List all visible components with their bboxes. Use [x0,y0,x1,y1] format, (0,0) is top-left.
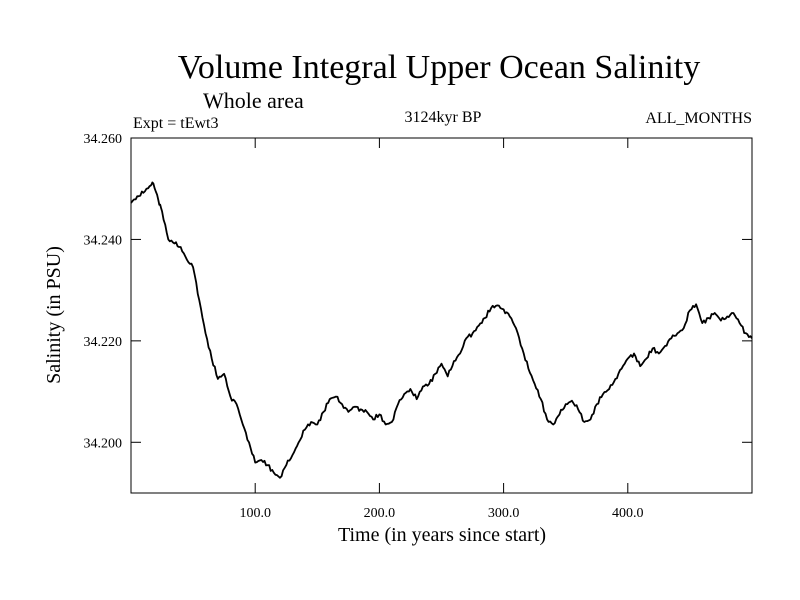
x-tick-label-1: 200.0 [364,506,396,521]
chart-subtitle: Whole area [203,88,304,113]
y-tick-label-3: 34.260 [84,132,123,147]
y-tick-label-2: 34.240 [84,233,123,248]
x-tick-label-2: 300.0 [488,506,520,521]
y-tick-label-1: 34.220 [84,335,123,350]
x-tick-label-0: 100.0 [239,506,271,521]
salinity-series-line [130,181,753,479]
chart-title: Volume Integral Upper Ocean Salinity [178,49,700,86]
experiment-label: Expt = tEwt3 [133,115,218,132]
plot-frame [130,137,753,494]
x-axis-ticks: 100.0 200.0 300.0 400.0 [239,138,644,521]
period-label: 3124kyr BP [405,109,482,126]
x-tick-label-3: 400.0 [612,506,644,521]
y-axis-ticks: 34.200 34.220 34.240 34.260 [84,132,752,451]
x-axis-label: Time (in years since start) [338,524,546,546]
y-tick-label-0: 34.200 [84,436,123,451]
y-axis-label: Salinity (in PSU) [43,246,65,384]
months-label: ALL_MONTHS [645,110,752,127]
